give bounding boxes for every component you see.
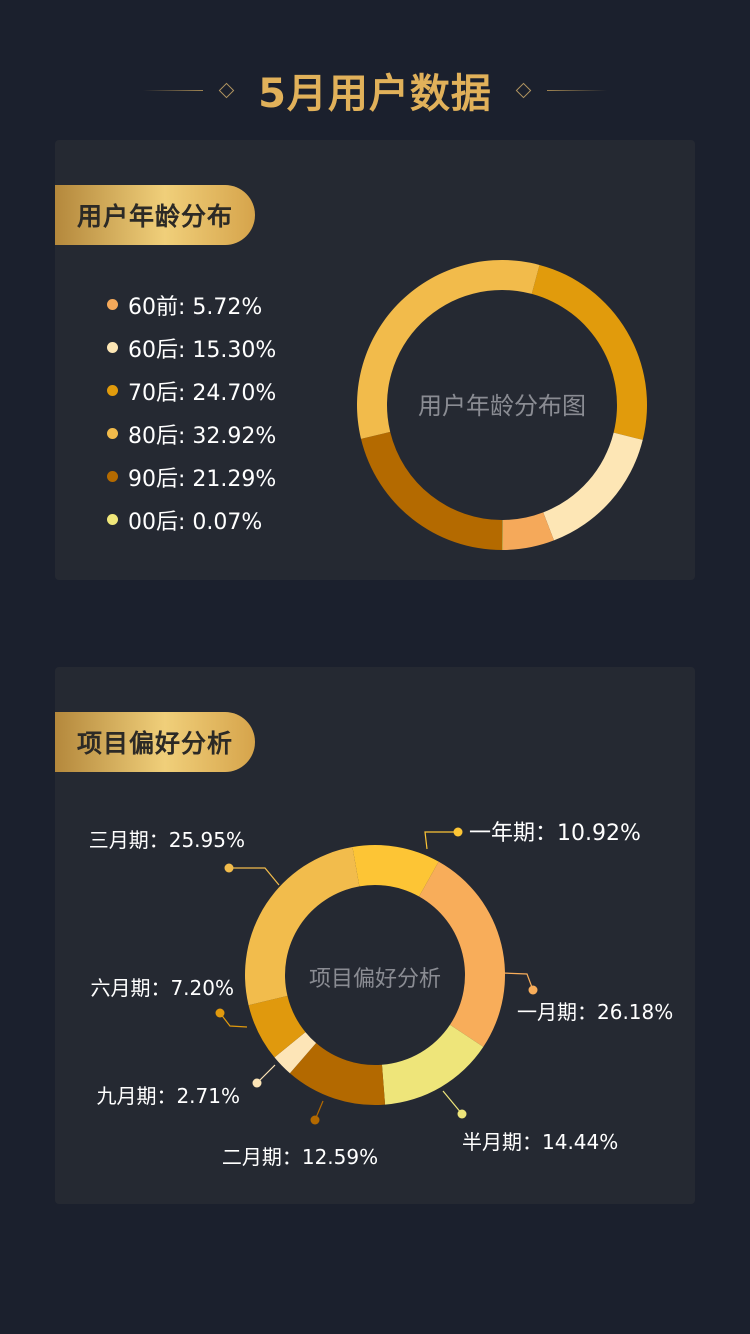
page-title: 5月用户数据 bbox=[258, 71, 492, 117]
preference-donut-chart: 一年期：10.92% 一月期：26.18% 半月期：14.44% 二月期：12.59%… bbox=[89, 821, 674, 1169]
preference-card: 项目偏好分析 一年期：10.92% 一月期：26.18% 半月期：14.44% 二月期… bbox=[55, 667, 695, 1204]
age-legend: 60前: 5.72% 60后: 15.30% 70后: 24.70% 80后: 32.… bbox=[107, 283, 276, 541]
age-legend-item: 90后: 21.29% bbox=[107, 455, 276, 498]
age-legend-item: 80后: 32.92% bbox=[107, 412, 276, 455]
preference-slice-label: 三月期：25.95% bbox=[89, 828, 245, 852]
preference-slice-4 bbox=[274, 1032, 317, 1074]
preference-section-header: 项目偏好分析 bbox=[55, 712, 255, 772]
age-legend-label: 70后: 24.70% bbox=[128, 380, 277, 406]
preference-slice-3 bbox=[289, 1043, 386, 1105]
age-section-header: 用户年龄分布 bbox=[55, 185, 255, 245]
preference-leader-line bbox=[229, 867, 280, 886]
preference-slice-0 bbox=[352, 845, 439, 897]
preference-leader-dot bbox=[453, 827, 463, 837]
age-slice-1 bbox=[543, 432, 643, 541]
age-legend-item: 60后: 15.30% bbox=[107, 326, 276, 369]
age-slice-2 bbox=[531, 264, 647, 440]
preference-leader-line bbox=[424, 831, 458, 850]
age-distribution-card: 用户年龄分布 60前: 5.72% 60后: 15.30% 70后: 24.70% 8… bbox=[55, 140, 695, 580]
preference-leader-dot bbox=[528, 985, 538, 995]
legend-dot-icon bbox=[107, 299, 118, 310]
age-slice-5 bbox=[502, 519, 504, 550]
legend-dot-icon bbox=[107, 514, 118, 525]
age-slice-0 bbox=[502, 512, 554, 550]
preference-slice-1 bbox=[419, 861, 505, 1047]
preference-slice-label: 一年期：10.92% bbox=[469, 821, 641, 846]
preference-slice-6 bbox=[245, 846, 360, 1006]
age-chart-center-label: 用户年龄分布图 bbox=[418, 392, 586, 420]
preference-leader-dot bbox=[215, 1008, 225, 1018]
preference-leader-line bbox=[501, 972, 534, 991]
page-title-bar: 5月用户数据 bbox=[0, 62, 750, 118]
preference-section-title: 项目偏好分析 bbox=[77, 729, 234, 758]
age-legend-label: 00后: 0.07% bbox=[128, 509, 263, 535]
age-slice-3 bbox=[357, 260, 540, 439]
legend-dot-icon bbox=[107, 471, 118, 482]
preference-chart-center-label: 项目偏好分析 bbox=[309, 967, 441, 992]
preference-leader-dot bbox=[310, 1115, 320, 1125]
preference-leader-dot bbox=[224, 863, 234, 873]
title-divider-right bbox=[546, 89, 607, 91]
legend-dot-icon bbox=[107, 342, 118, 353]
age-legend-item: 00后: 0.07% bbox=[107, 498, 276, 541]
preference-slice-label: 一月期：26.18% bbox=[517, 1000, 673, 1024]
age-donut-chart: 用户年龄分布图 bbox=[357, 260, 647, 550]
preference-slice-label: 六月期：7.20% bbox=[90, 976, 234, 1000]
preference-leader-line bbox=[219, 1012, 248, 1028]
age-slice-4 bbox=[361, 431, 503, 550]
title-divider-left bbox=[143, 89, 204, 91]
preference-slice-2 bbox=[381, 1024, 484, 1105]
age-legend-label: 60后: 15.30% bbox=[128, 337, 277, 363]
diamond-icon bbox=[515, 82, 532, 98]
preference-leader-dot bbox=[457, 1109, 467, 1119]
age-legend-item: 70后: 24.70% bbox=[107, 369, 276, 412]
legend-dot-icon bbox=[107, 428, 118, 439]
preference-slice-5 bbox=[248, 995, 306, 1058]
age-legend-label: 60前: 5.72% bbox=[128, 294, 263, 320]
age-legend-item: 60前: 5.72% bbox=[107, 283, 276, 326]
preference-leader-dot bbox=[252, 1078, 262, 1088]
age-legend-label: 80后: 32.92% bbox=[128, 423, 277, 449]
age-section-title: 用户年龄分布 bbox=[77, 202, 234, 231]
preference-slice-label: 九月期：2.71% bbox=[96, 1084, 240, 1108]
diamond-icon bbox=[218, 82, 235, 98]
preference-slice-label: 半月期：14.44% bbox=[462, 1130, 618, 1154]
preference-slice-label: 二月期：12.59% bbox=[222, 1145, 378, 1169]
age-legend-label: 90后: 21.29% bbox=[128, 466, 277, 492]
preference-leader-line bbox=[442, 1090, 463, 1115]
legend-dot-icon bbox=[107, 385, 118, 396]
